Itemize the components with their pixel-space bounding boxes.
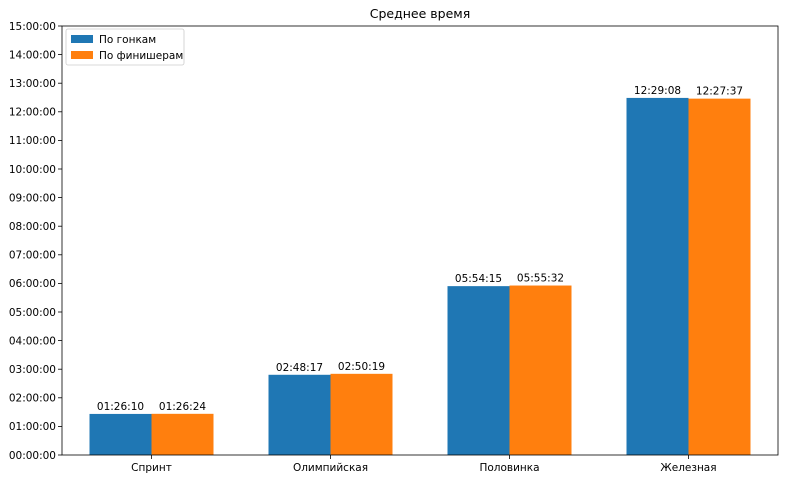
bars bbox=[89, 97, 751, 456]
plot-frame bbox=[61, 25, 779, 456]
y-tick-label: 05:00:00 bbox=[9, 307, 56, 319]
y-tick-label: 03:00:00 bbox=[9, 364, 56, 376]
data-label: 12:27:37 bbox=[696, 86, 743, 98]
x-axis: Спринт Олимпийская Половинка Железная bbox=[131, 455, 717, 474]
x-tick-label: Половинка bbox=[479, 462, 539, 474]
data-label: 05:54:15 bbox=[455, 273, 502, 285]
y-tick-label: 06:00:00 bbox=[9, 278, 56, 290]
y-tick-label: 00:00:00 bbox=[9, 450, 56, 462]
y-tick-label: 04:00:00 bbox=[9, 335, 56, 347]
y-tick-label: 01:00:00 bbox=[9, 421, 56, 433]
y-tick-label: 15:00:00 bbox=[9, 21, 56, 33]
data-label: 01:26:24 bbox=[159, 401, 206, 413]
y-tick-label: 02:00:00 bbox=[9, 393, 56, 405]
legend-swatch bbox=[71, 35, 93, 43]
legend-label: По финишерам bbox=[99, 50, 183, 62]
bar-by-races bbox=[89, 413, 152, 455]
x-tick-label: Железная bbox=[660, 462, 716, 474]
y-tick-label: 12:00:00 bbox=[9, 107, 56, 119]
y-tick-label: 13:00:00 bbox=[9, 78, 56, 90]
bar-by-finishers bbox=[151, 413, 214, 455]
y-tick-label: 09:00:00 bbox=[9, 192, 56, 204]
y-tick-label: 14:00:00 bbox=[9, 49, 56, 61]
bar-by-finishers bbox=[330, 373, 393, 455]
data-label: 12:29:08 bbox=[634, 85, 681, 97]
data-label: 02:48:17 bbox=[276, 362, 323, 374]
y-tick-label: 07:00:00 bbox=[9, 250, 56, 262]
bar-by-races bbox=[447, 286, 510, 455]
chart-title: Среднее время bbox=[370, 6, 470, 21]
legend: По гонкам По финишерам bbox=[65, 28, 185, 66]
data-label: 05:55:32 bbox=[517, 273, 564, 285]
bar-by-finishers bbox=[688, 98, 751, 456]
y-axis: 00:00:00 01:00:00 02:00:00 03:00:00 04:00:00… bbox=[9, 21, 62, 462]
legend-swatch bbox=[71, 51, 93, 59]
data-label: 01:26:10 bbox=[97, 401, 144, 413]
x-tick-label: Олимпийская bbox=[293, 462, 368, 474]
data-labels: 01:26:10 01:26:24 02:48:17 02:50:19 05:54:15… bbox=[97, 85, 743, 413]
y-tick-label: 10:00:00 bbox=[9, 164, 56, 176]
bar-by-races bbox=[626, 97, 689, 455]
legend-label: По гонкам bbox=[99, 34, 156, 46]
legend-box bbox=[65, 28, 185, 66]
data-label: 02:50:19 bbox=[338, 361, 385, 373]
x-tick-label: Спринт bbox=[131, 462, 172, 474]
y-tick-label: 08:00:00 bbox=[9, 221, 56, 233]
y-tick-label: 11:00:00 bbox=[9, 135, 56, 147]
bar-by-races bbox=[268, 374, 331, 455]
bar-by-finishers bbox=[509, 285, 572, 455]
